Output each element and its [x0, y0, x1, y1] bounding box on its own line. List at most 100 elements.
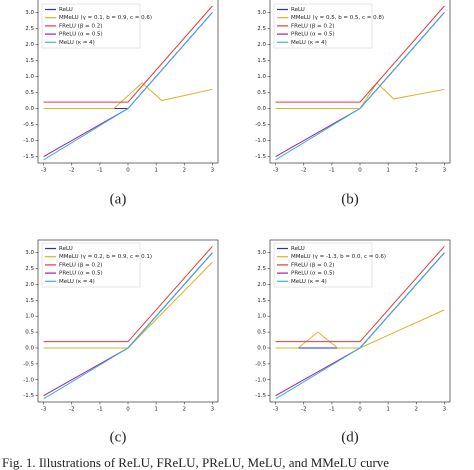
y-tick-label: 2.0 — [257, 42, 266, 48]
y-tick-label: -1.5 — [23, 393, 34, 399]
legend-label: FReLU (β = 0.2) — [59, 23, 102, 29]
y-tick-label: 2.5 — [257, 26, 266, 32]
x-tick-label: 2 — [415, 407, 419, 413]
panel-caption: (a) — [110, 191, 127, 207]
y-tick-label: 3.0 — [257, 250, 266, 256]
legend-label: FReLU (β = 0.2) — [59, 262, 102, 268]
y-tick-label: 2.0 — [25, 282, 34, 288]
x-tick-label: -2 — [69, 407, 74, 413]
y-tick-label: 3.0 — [257, 10, 266, 16]
y-tick-label: 3.0 — [25, 10, 34, 16]
y-tick-label: 2.5 — [25, 266, 34, 272]
y-tick-label: 1.5 — [25, 58, 34, 64]
y-tick-label: 0.5 — [257, 90, 266, 96]
legend-label: ReLU — [59, 7, 73, 13]
y-tick-label: 1.0 — [25, 74, 34, 80]
y-tick-label: 0.0 — [25, 346, 34, 352]
x-tick-label: -1 — [97, 168, 102, 174]
legend-label: MeLU (κ = 4) — [59, 279, 95, 285]
legend-label: MMeLU (γ = 0.1, b = 0.9, c = 0.6) — [59, 15, 152, 21]
y-tick-label: 2.0 — [25, 42, 34, 48]
x-tick-label: 1 — [154, 168, 158, 174]
legend-label: PReLU (α = 0.5) — [291, 271, 335, 277]
panel-caption: (d) — [341, 429, 359, 445]
y-tick-label: 1.5 — [257, 58, 266, 64]
x-tick-label: 3 — [211, 407, 215, 413]
series-line — [43, 246, 213, 343]
y-tick-label: -1.5 — [255, 393, 266, 399]
x-tick-label: -3 — [273, 168, 279, 174]
legend-label: MeLU (κ = 4) — [291, 279, 327, 285]
x-tick-label: -1 — [97, 407, 102, 413]
x-tick-label: 0 — [358, 168, 362, 174]
series-line — [275, 309, 445, 349]
x-tick-label: 0 — [126, 168, 130, 174]
figure-caption: Fig. 1. Illustrations of ReLU, FReLU, PR… — [2, 455, 389, 470]
series-line — [43, 252, 213, 400]
legend-label: MeLU (κ = 4) — [59, 40, 95, 46]
y-tick-label: -1.5 — [23, 154, 34, 160]
series-line — [43, 5, 213, 103]
legend-label: MeLU (κ = 4) — [291, 40, 327, 46]
y-tick-label: 3.0 — [25, 250, 34, 256]
legend-label: PReLU (α = 0.5) — [59, 271, 103, 277]
x-tick-label: 0 — [126, 407, 130, 413]
series-line — [43, 12, 213, 161]
x-tick-label: -3 — [41, 168, 47, 174]
y-tick-label: -1.0 — [255, 377, 266, 383]
series-line — [43, 82, 213, 110]
y-tick-label: -1.0 — [23, 377, 34, 383]
legend-box — [273, 3, 373, 49]
panel-caption: (b) — [341, 191, 359, 207]
y-tick-label: 0.0 — [257, 106, 266, 112]
y-tick-label: 1.5 — [25, 298, 34, 304]
y-tick-label: 1.0 — [257, 314, 266, 320]
x-tick-label: -2 — [301, 407, 306, 413]
x-tick-label: 2 — [183, 168, 187, 174]
legend-label: MMeLU (γ = 0.5, b = 0.5, c = 0.8) — [291, 15, 384, 21]
x-tick-label: 0 — [358, 407, 362, 413]
series-line — [275, 252, 445, 400]
y-tick-label: -1.0 — [255, 138, 266, 144]
legend-label: PReLU (α = 0.5) — [291, 32, 335, 38]
series-line — [275, 82, 445, 110]
x-tick-label: -1 — [329, 168, 334, 174]
y-tick-label: 0.0 — [25, 106, 34, 112]
y-tick-label: 2.5 — [257, 266, 266, 272]
legend-label: ReLU — [291, 7, 305, 13]
x-tick-label: 2 — [415, 168, 419, 174]
series-line — [275, 5, 445, 103]
legend-label: MMeLU (γ = 0.2, b = 0.9, c = 0.1) — [59, 254, 152, 260]
y-tick-label: -0.5 — [255, 361, 266, 367]
y-tick-label: 0.5 — [25, 90, 34, 96]
legend-box — [41, 3, 141, 49]
legend-label: ReLU — [59, 246, 73, 252]
x-tick-label: -1 — [329, 407, 334, 413]
x-tick-label: 1 — [154, 407, 158, 413]
y-tick-label: 1.0 — [25, 314, 34, 320]
y-tick-label: -0.5 — [23, 122, 34, 128]
y-tick-label: 0.5 — [25, 330, 34, 336]
x-tick-label: -2 — [301, 168, 306, 174]
legend-box — [273, 242, 373, 288]
legend-label: ReLU — [291, 246, 305, 252]
legend-label: PReLU (α = 0.5) — [59, 32, 103, 38]
series-line — [275, 246, 445, 343]
y-tick-label: -1.5 — [255, 154, 266, 160]
legend-box — [41, 242, 141, 288]
y-tick-label: 1.5 — [257, 298, 266, 304]
y-tick-label: 2.5 — [25, 26, 34, 32]
x-tick-label: 1 — [386, 168, 390, 174]
x-tick-label: 1 — [386, 407, 390, 413]
y-tick-label: 0.5 — [257, 330, 266, 336]
x-tick-label: 2 — [183, 407, 187, 413]
x-tick-label: -3 — [41, 407, 47, 413]
panel-caption: (c) — [110, 429, 127, 445]
y-tick-label: 0.0 — [257, 346, 266, 352]
legend-label: FReLU (β = 0.2) — [291, 262, 334, 268]
y-tick-label: -0.5 — [255, 122, 266, 128]
x-tick-label: 3 — [443, 168, 447, 174]
legend-label: MMeLU (γ = -1.3, b = 0.0, c = 0.6) — [291, 254, 386, 260]
x-tick-label: 3 — [443, 407, 447, 413]
